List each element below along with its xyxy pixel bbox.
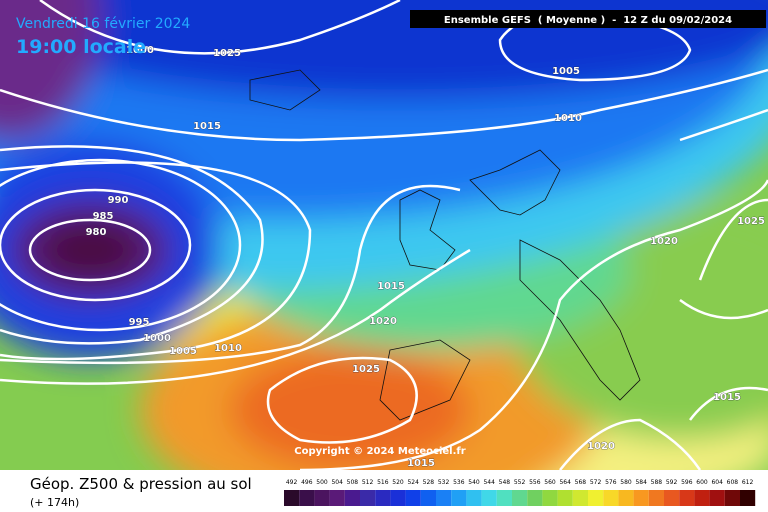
isobar-label: 1010 — [214, 343, 242, 354]
scale-label: 596 — [681, 479, 693, 486]
scale-label: 516 — [377, 479, 389, 486]
scale-swatch — [648, 490, 664, 506]
run-info-box — [410, 10, 766, 28]
scale-label: 496 — [301, 479, 313, 486]
scale-label: 532 — [438, 479, 450, 486]
legend-title: Géop. Z500 & pression au sol — [30, 475, 252, 493]
scale-swatch — [709, 490, 725, 506]
scale-label: 508 — [347, 479, 359, 486]
scale-swatch — [740, 490, 756, 506]
isobar-label: 985 — [93, 211, 114, 222]
scale-swatch — [405, 490, 421, 506]
scale-swatch — [481, 490, 497, 506]
scale-label: 520 — [392, 479, 404, 486]
scale-swatch — [299, 490, 315, 506]
scale-label: 568 — [575, 479, 587, 486]
scale-label: 580 — [620, 479, 632, 486]
isobar-label: 1015 — [407, 458, 435, 469]
scale-label: 588 — [651, 479, 663, 486]
copyright: Copyright © 2024 Meteociel.fr — [294, 446, 465, 457]
scale-swatch — [436, 490, 452, 506]
scale-swatch — [451, 490, 467, 506]
isobar-label: 1015 — [193, 121, 221, 132]
scale-label: 528 — [423, 479, 435, 486]
lead-time: (+ 174h) — [30, 496, 79, 509]
isobar-label: 995 — [129, 317, 150, 328]
isobar-label: 980 — [86, 227, 107, 238]
isobar-label: 1000 — [126, 45, 154, 56]
scale-label: 572 — [590, 479, 602, 486]
scale-label: 512 — [362, 479, 374, 486]
scale-swatch — [724, 490, 740, 506]
scale-label: 524 — [407, 479, 419, 486]
scale-label: 584 — [635, 479, 647, 486]
color-scale: 492 496 500 504 508 512 516 520 524 528 532 536 540 5… — [284, 479, 756, 506]
forecast-time: 19:00 locale — [16, 36, 146, 58]
isobar-label: 1015 — [713, 392, 741, 403]
scale-label: 560 — [544, 479, 556, 486]
scale-swatch — [633, 490, 649, 506]
scale-swatch — [390, 490, 406, 506]
isobar-label: 1020 — [587, 441, 615, 452]
scale-label: 564 — [559, 479, 571, 486]
scale-label: 500 — [316, 479, 328, 486]
scale-swatch — [572, 490, 588, 506]
scale-swatch — [557, 490, 573, 506]
scale-swatch — [603, 490, 619, 506]
scale-swatch — [694, 490, 710, 506]
scale-label: 540 — [468, 479, 480, 486]
isobar-label: 1020 — [369, 316, 397, 327]
scale-label: 576 — [605, 479, 617, 486]
isobar-label: 1015 — [377, 281, 405, 292]
scale-swatch — [512, 490, 528, 506]
scale-swatch — [679, 490, 695, 506]
scale-label: 608 — [727, 479, 739, 486]
scale-label: 552 — [514, 479, 526, 486]
scale-swatch — [542, 490, 558, 506]
scale-label: 556 — [529, 479, 541, 486]
scale-label: 536 — [453, 479, 465, 486]
isobar-label: 1025 — [213, 48, 241, 59]
scale-swatch — [314, 490, 330, 506]
scale-swatch — [466, 490, 482, 506]
scale-swatch — [496, 490, 512, 506]
isobar-label: 990 — [108, 195, 129, 206]
scale-label: 492 — [286, 479, 298, 486]
scale-swatch — [664, 490, 680, 506]
scale-swatch — [527, 490, 543, 506]
scale-label: 612 — [742, 479, 754, 486]
scale-swatch — [284, 490, 300, 506]
isobar-label: 1000 — [143, 333, 171, 344]
isobar-label: 1010 — [554, 113, 582, 124]
isobar-label: 1025 — [352, 364, 380, 375]
scale-swatch — [375, 490, 391, 506]
run-info: Ensemble GEFS ( Moyenne ) - 12 Z du 09/0… — [444, 15, 732, 26]
scale-swatch — [344, 490, 360, 506]
isobar-label: 1005 — [552, 66, 580, 77]
scale-label: 592 — [666, 479, 678, 486]
isobar-label: 1025 — [737, 216, 765, 227]
scale-swatch — [420, 490, 436, 506]
scale-swatch — [329, 490, 345, 506]
scale-label: 600 — [696, 479, 708, 486]
scale-swatch — [588, 490, 604, 506]
scale-label: 604 — [711, 479, 723, 486]
scale-label: 504 — [331, 479, 343, 486]
scale-swatch — [360, 490, 376, 506]
scale-swatch — [618, 490, 634, 506]
isobar-label: 1005 — [169, 346, 197, 357]
scale-label: 548 — [499, 479, 511, 486]
scale-label: 544 — [483, 479, 495, 486]
forecast-date: Vendredi 16 février 2024 — [16, 16, 190, 32]
isobar-label: 1020 — [650, 236, 678, 247]
